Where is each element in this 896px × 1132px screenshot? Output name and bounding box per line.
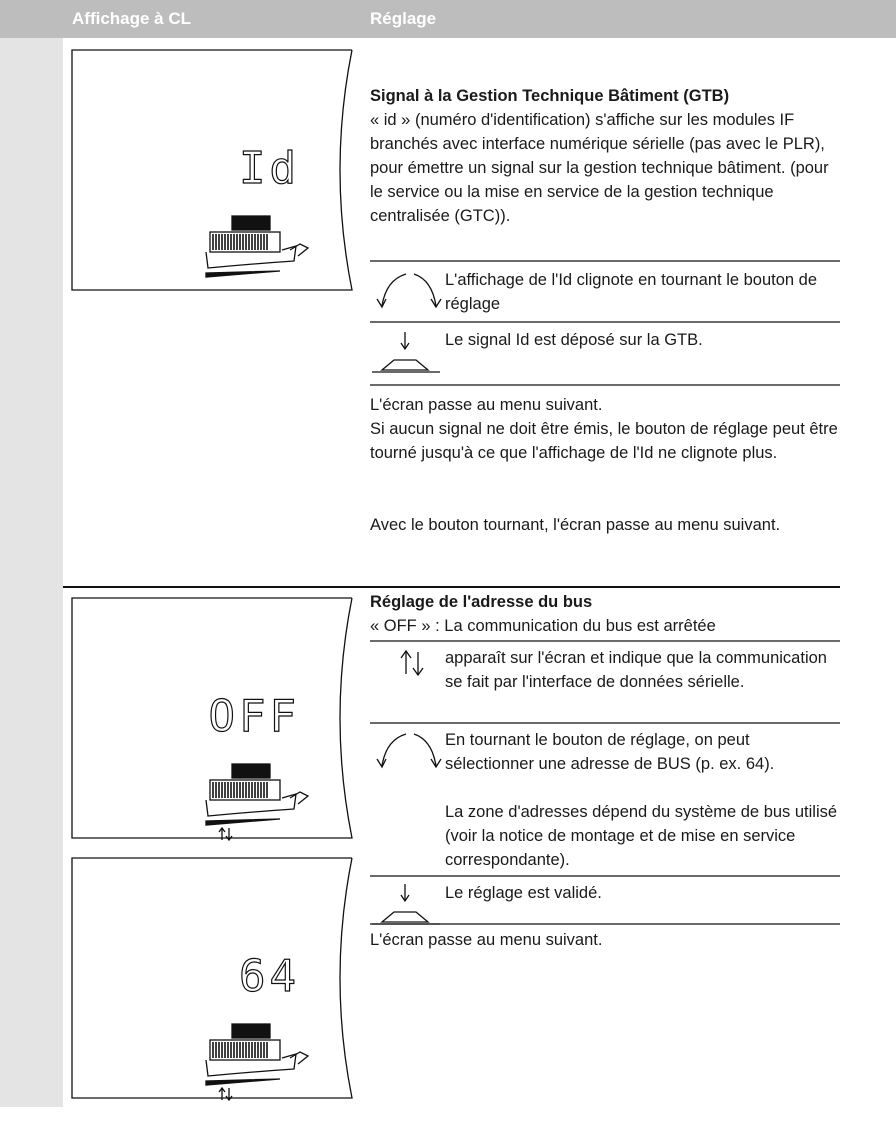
knob-ring [209,1039,281,1061]
rotate-icon [376,733,442,769]
knob-base [205,245,297,269]
mini-arrow [225,835,233,842]
side-strip [0,38,63,1107]
display-frame [71,49,353,291]
knob-flag [289,791,310,805]
display-box: Id [71,49,353,291]
knob-bar [205,818,281,826]
header-setting: Réglage [370,9,437,28]
knob-base [205,1053,297,1077]
display-box: OFF [71,597,353,842]
row-intro: « id » (numéro d'identification) s'affic… [370,111,829,225]
display-frame [71,597,353,839]
knob-ring [209,779,281,801]
display-value: 64 [239,951,300,1002]
step-text: En tournant le bouton de réglage, on peu… [445,731,775,773]
step-text: Le réglage est validé. [445,884,602,902]
row-title: Signal à la Gestion Technique Bâtiment (… [370,87,730,105]
header-bar [0,0,896,38]
press-icon [372,332,440,373]
after-text: Si aucun signal ne doit être émis, le bo… [370,420,838,462]
mini-arrow [218,826,226,833]
knob-bar [205,1078,281,1086]
step-text: apparaît sur l'écran et indique que la c… [445,649,827,691]
after-text: Avec le bouton tournant, l'écran passe a… [370,516,781,534]
mini-arrow [225,1095,233,1102]
press-icon [372,884,440,925]
mini-arrow [218,1086,226,1093]
display-value: Id [239,143,300,194]
bus-icon [400,649,424,677]
knob-top [231,763,271,779]
after-text: L'écran passe au menu suivant. [370,931,603,949]
rotate-icon [376,273,442,309]
step-text: Le signal Id est déposé sur la GTB. [445,331,703,349]
header-display: Affichage à CL [72,9,192,28]
knob-ring [209,231,281,253]
knob-flag [289,1051,310,1065]
display-frame [71,857,353,1099]
knob-bar [205,270,281,278]
row-intro: « OFF » : La communication du bus est ar… [370,617,716,635]
row-title: Réglage de l'adresse du bus [370,593,593,611]
knob-flag [289,243,310,257]
knob-top [231,1023,271,1039]
display-value: OFF [209,691,300,742]
display-box: 64 [71,857,353,1102]
knob-top [231,215,271,231]
knob-base [205,793,297,817]
step-text: L'affichage de l'Id clignote en tournant… [445,271,818,313]
step-text: La zone d'adresses dépend du système de … [445,803,838,869]
after-text: L'écran passe au menu suivant. [370,396,603,414]
